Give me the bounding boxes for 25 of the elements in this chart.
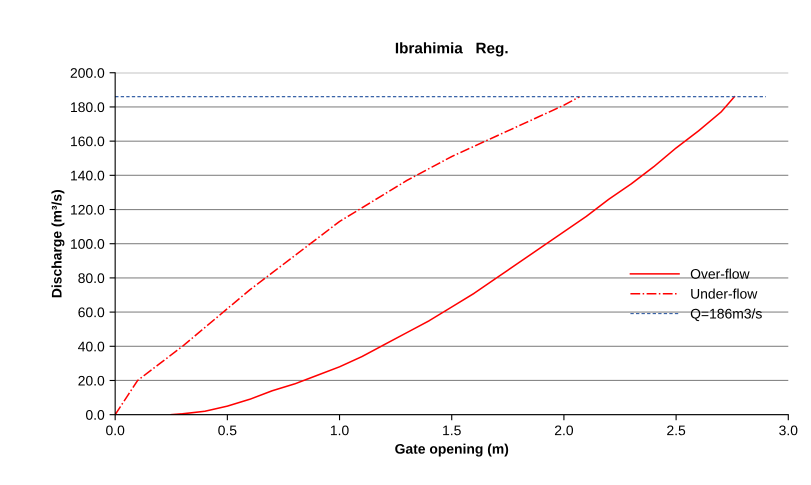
x-tick-label: 2.5 <box>667 425 686 436</box>
y-tick-label: 120.0 <box>71 204 104 215</box>
x-tick-label: 1.5 <box>443 426 461 436</box>
chart-title: Ibrahimia Reg. <box>396 42 508 57</box>
y-tick-label: 180.0 <box>71 102 104 112</box>
y-tick-label: 40.0 <box>78 342 104 352</box>
legend-label: Q=186m3/s <box>690 308 762 322</box>
legend-label: Over-flow <box>690 268 750 279</box>
x-tick-label: 3.0 <box>779 425 798 436</box>
y-tick-label: 20.0 <box>78 376 104 386</box>
x-tick-label: 0.0 <box>106 425 124 436</box>
y-tick-label: 100.0 <box>71 239 104 249</box>
y-tick-label: 140.0 <box>71 170 104 180</box>
x-axis-title: Gate opening (m) <box>395 444 508 457</box>
y-tick-label: 60.0 <box>78 307 104 318</box>
legend-label: Under-flow <box>691 288 758 299</box>
y-tick-label: 200.0 <box>70 68 104 78</box>
x-tick-label: 1.0 <box>330 425 349 436</box>
y-tick-label: 80.0 <box>78 273 104 284</box>
line-series <box>115 96 580 415</box>
y-axis-title: Discharge (m³/s) <box>51 190 64 298</box>
y-tick-label: 160.0 <box>71 136 104 146</box>
y-tick-label: 0.0 <box>86 410 104 420</box>
x-tick-label: 0.5 <box>218 425 236 436</box>
x-tick-label: 2.0 <box>554 425 574 436</box>
